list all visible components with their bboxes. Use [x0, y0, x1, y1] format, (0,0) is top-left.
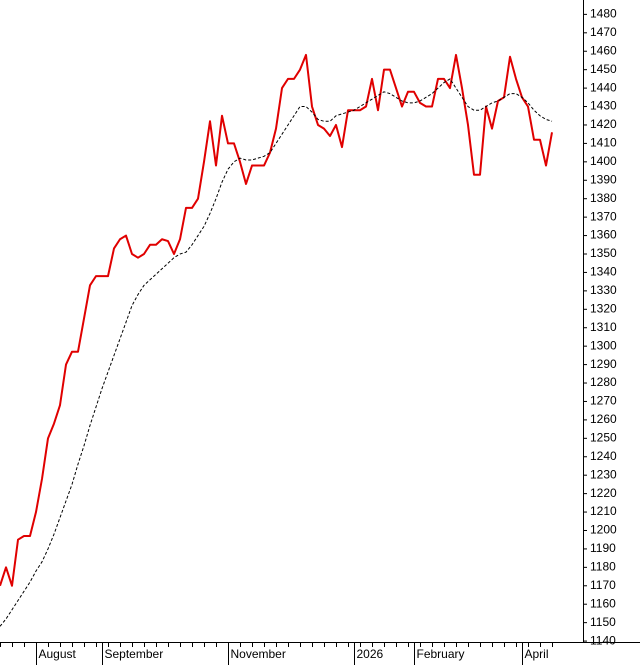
y-tick-label: 1370: [590, 209, 617, 223]
y-tick-label: 1440: [590, 80, 617, 94]
y-tick-label: 1410: [590, 136, 617, 150]
y-tick-label: 1290: [590, 357, 617, 371]
x-tick-label: August: [39, 647, 77, 661]
y-tick-label: 1300: [590, 338, 617, 352]
y-tick-label: 1160: [590, 596, 616, 610]
y-tick-label: 1220: [590, 486, 617, 500]
y-tick-label: 1470: [590, 25, 617, 39]
y-tick-label: 1360: [590, 228, 617, 242]
y-tick-label: 1310: [590, 320, 617, 334]
y-tick-label: 1230: [590, 467, 617, 481]
y-tick-label: 1330: [590, 283, 617, 297]
y-tick-label: 1180: [590, 560, 616, 574]
y-tick-label: 1150: [590, 615, 616, 629]
y-tick-label: 1390: [590, 172, 617, 186]
y-tick-label: 1140: [590, 633, 616, 647]
y-tick-label: 1350: [590, 246, 617, 260]
price-line: [0, 53, 553, 587]
x-tick-label: September: [105, 647, 164, 661]
y-tick-label: 1380: [590, 191, 617, 205]
y-tick-label: 1190: [590, 541, 616, 555]
y-tick-label: 1280: [590, 375, 617, 389]
average-line: [0, 78, 553, 627]
y-tick-label: 1430: [590, 99, 617, 113]
y-tick-label: 1200: [590, 523, 617, 537]
y-tick-label: 1480: [590, 7, 617, 21]
y-tick-label: 1340: [590, 265, 617, 279]
y-tick-label: 1270: [590, 394, 617, 408]
y-tick-label: 1400: [590, 154, 617, 168]
y-tick-label: 1260: [590, 412, 617, 426]
y-tick-label: 1460: [590, 43, 617, 57]
x-tick-label: February: [417, 647, 465, 661]
x-tick-label: November: [231, 647, 286, 661]
y-tick-label: 1420: [590, 117, 617, 131]
y-tick-label: 1320: [590, 301, 617, 315]
x-tick-label: 2026: [357, 647, 384, 661]
y-tick-label: 1250: [590, 430, 617, 444]
x-tick-label: April: [525, 647, 549, 661]
y-tick-label: 1450: [590, 62, 617, 76]
y-tick-label: 1170: [590, 578, 616, 592]
y-tick-label: 1210: [590, 504, 617, 518]
y-tick-label: 1240: [590, 449, 617, 463]
